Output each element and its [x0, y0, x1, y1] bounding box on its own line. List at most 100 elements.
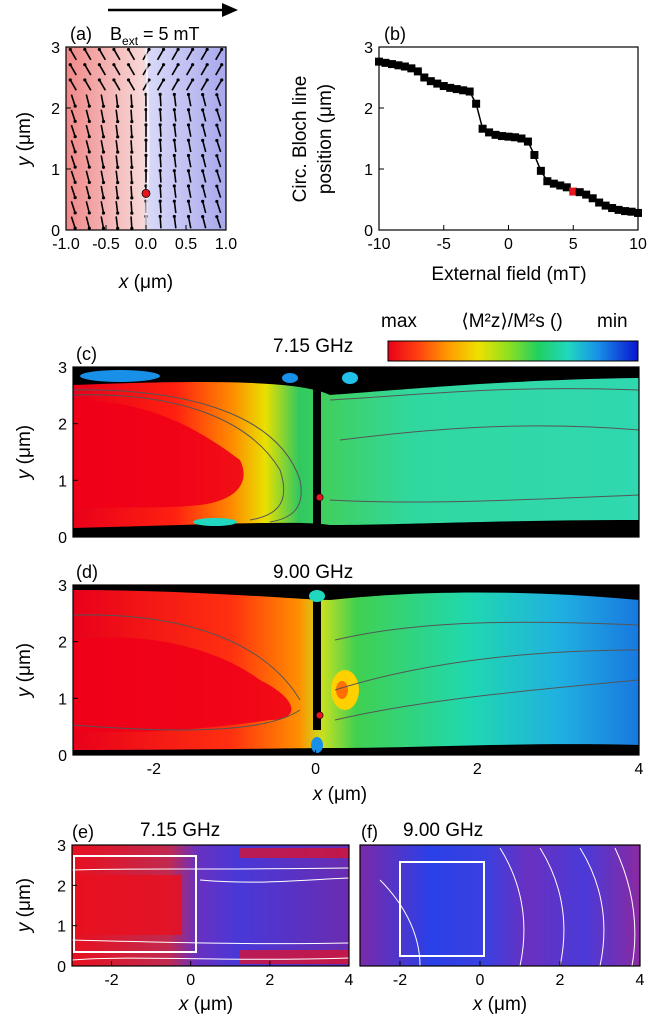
panel-a-arrow: [98, 64, 107, 76]
panel-a-arrow-head: [83, 63, 87, 67]
panel-f-contour-5: [379, 879, 421, 966]
panel-a-arrow: [98, 79, 107, 91]
panel-a-arrow-head: [144, 138, 148, 142]
panel-a-arrow: [70, 94, 76, 107]
panel-a-arrow: [187, 216, 192, 229]
panel-a-arrow: [85, 185, 91, 198]
panel-e-frame: [71, 844, 350, 967]
panel-c-contours: [73, 367, 639, 537]
panel-a-arrow: [113, 49, 121, 61]
panel-a-arrow-head: [215, 154, 219, 158]
panel-e-y-tick-label: 2: [57, 878, 66, 895]
panel-a-domain-wall: [145, 46, 150, 231]
panel-a-arrow-head: [144, 123, 148, 127]
panel-a-arrow-head: [87, 119, 91, 124]
panel-a-ylabel: y (μm): [14, 112, 35, 168]
panel-a-arrow-head: [186, 199, 191, 203]
panel-a-arrow: [130, 201, 133, 214]
panel-a-arrow: [185, 49, 194, 61]
panel-a-arrow-head: [161, 47, 166, 52]
panel-b-point: [588, 194, 597, 203]
panel-a-arrow: [185, 64, 194, 76]
panel-e-y-tick-label: 3: [57, 838, 66, 855]
panel-b-point: [621, 207, 630, 216]
panel-a-arrow: [100, 109, 105, 122]
panel-a-arrow-head: [73, 180, 77, 184]
panel-f-field-region: [360, 845, 640, 966]
panel-b-point: [562, 183, 571, 192]
panel-a-arrow: [130, 140, 133, 153]
panel-a-arrow: [187, 170, 192, 183]
panel-a-arrow-head: [130, 150, 134, 154]
panel-a-arrow: [201, 109, 207, 122]
panel-a-arrow: [69, 49, 77, 61]
panel-a-arrow-head: [130, 181, 134, 185]
panel-a-arrow-head: [215, 138, 219, 143]
panel-e-x-tick-label: 4: [345, 972, 354, 989]
panel-a-arrow: [98, 49, 107, 61]
panel-a-arrow-head: [144, 153, 148, 157]
panel-a-arrow-head: [158, 199, 162, 203]
panel-a-arrow: [159, 140, 162, 153]
panel-c-wall-gap: [313, 367, 321, 537]
panel-f-x-tick-label: 4: [636, 972, 645, 989]
panel-a-arrow: [171, 49, 179, 61]
panel-a-arrow: [70, 185, 76, 198]
panel-e-axes: -2 0 2 4 0 1 2 3: [57, 838, 353, 989]
panel-a-arrow-head: [87, 150, 91, 154]
panel-a-arrow: [201, 140, 207, 153]
panel-d-x-tick-label: 2: [473, 761, 482, 778]
panel-a-arrow-head: [101, 226, 106, 230]
panel-a-arrow: [100, 170, 105, 183]
panel-a-arrow: [173, 170, 177, 183]
panel-a-arrow-head: [112, 47, 116, 52]
panel-b-point: [439, 82, 448, 91]
panel-a-arrow: [85, 124, 91, 137]
panel-b: -10 -5 0 5 10 0 1 2 3 (b) External field (mT) Ci…: [290, 24, 647, 285]
panel-f-freq: 9.00 GHz: [403, 820, 483, 841]
panel-a-arrow-head: [101, 150, 106, 154]
panel-b-x-tick-label: -5: [437, 236, 451, 253]
panel-b-point: [627, 207, 636, 216]
panel-a-arrow-head: [176, 47, 180, 52]
panel-a-arrow: [187, 185, 192, 198]
panel-b-point: [491, 130, 500, 139]
panel-b-point: [608, 204, 617, 213]
panel-a-arrow-head: [73, 211, 77, 215]
panel-a-arrow: [171, 79, 179, 91]
panel-f-contour-4: [614, 847, 636, 966]
panel-e-x-tick-label: 0: [186, 972, 195, 989]
panel-a-arrow: [130, 94, 133, 107]
panel-a-arrow-head: [97, 78, 101, 82]
panel-a-arrow: [100, 216, 105, 229]
panel-a-arrow: [159, 216, 162, 229]
panel-a-arrow: [201, 170, 207, 183]
panel-b-point: [472, 99, 481, 108]
panel-a-axes: -1.0 -0.5 0.0 0.5 1.0 0 1 2 3: [51, 40, 237, 253]
panel-a-arrow: [187, 201, 192, 214]
panel-a-arrow-head: [101, 196, 106, 200]
panel-a-arrow: [173, 109, 177, 122]
panel-d-y-tick-label: 2: [58, 635, 67, 652]
panel-a-arrow-head: [130, 211, 134, 215]
panel-a-arrow-head: [116, 165, 120, 169]
panel-a-arrow-head: [68, 47, 72, 52]
panel-a-arrow-head: [101, 135, 106, 139]
panel-c-y-tick-label: 3: [58, 360, 67, 377]
panel-a-arrow-head: [201, 153, 205, 158]
panel-d-max-region: [73, 637, 292, 732]
panel-a-arrow: [127, 49, 136, 61]
panel-a-arrow-head: [176, 78, 180, 82]
panel-f-x-tick-label: 2: [556, 972, 565, 989]
panel-a-arrow-head: [186, 153, 191, 158]
panel-a-arrow: [100, 201, 105, 214]
panel-a-arrow-head: [116, 180, 120, 185]
panel-a-arrow: [85, 155, 91, 168]
panel-a-arrow-head: [73, 150, 77, 154]
panel-c-contour-3: [329, 388, 639, 401]
panel-c-contour-4: [329, 494, 639, 503]
panel-a-arrow: [187, 109, 192, 122]
panel-a-arrow-head: [191, 78, 195, 82]
panel-a-arrow: [100, 94, 105, 107]
panel-e-contour-1: [72, 867, 349, 871]
